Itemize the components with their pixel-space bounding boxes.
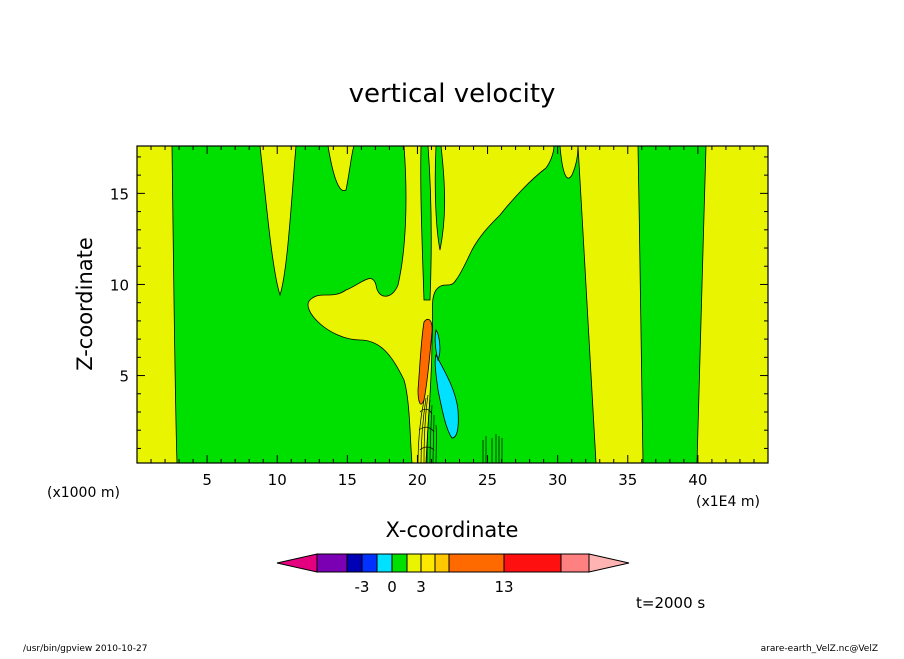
colorbar-swatch: [503, 553, 562, 573]
x-tick-label: 5: [202, 471, 212, 489]
colorbar-swatch: [560, 553, 590, 573]
footer-left: /usr/bin/gpview 2010-10-27: [23, 644, 147, 654]
colorbar-swatch: [434, 553, 450, 573]
colorbar-tick-label: 13: [494, 578, 513, 596]
chart-title: vertical velocity: [349, 79, 556, 109]
field-region-left-green: [171, 146, 413, 463]
x-tick-label: 30: [548, 471, 567, 489]
y-axis-ticks: 5 10 15: [110, 156, 768, 449]
colorbar-swatch: [376, 553, 393, 573]
colorbar-tick-label: 0: [387, 578, 397, 596]
colorbar-arrow-low: [276, 553, 318, 573]
x-tick-label: 15: [338, 471, 357, 489]
colorbar-swatch: [361, 553, 378, 573]
x-axis-label: X-coordinate: [386, 518, 519, 542]
field-region-green-streak-2: [434, 146, 446, 251]
footer-right: arare-earth_VelZ.nc@VelZ: [761, 644, 878, 654]
plot-area: [137, 146, 768, 463]
contour-cluster: [417, 394, 503, 463]
y-tick-label: 10: [110, 276, 129, 294]
field-region-cyan: [434, 353, 459, 439]
field-region-cyan-2: [434, 329, 441, 362]
x-unit-label: (x1000 m): [47, 485, 120, 501]
colorbar-tick-label: -3: [355, 578, 370, 596]
colorbar-swatch: [316, 553, 348, 573]
x-tick-label: 10: [268, 471, 287, 489]
x-tick-label: 40: [688, 471, 707, 489]
colorbar-swatch: [346, 553, 363, 573]
field-region-right-green: [637, 146, 707, 463]
y-tick-label: 5: [119, 368, 129, 386]
time-label: t=2000 s: [636, 594, 705, 612]
colorbar: -3 0 3 13: [276, 553, 630, 596]
colorbar-swatch: [420, 553, 436, 573]
colorbar-arrow-high: [588, 553, 630, 573]
x-tick-label: 20: [408, 471, 427, 489]
x-tick-label: 35: [618, 471, 637, 489]
field-region-middle-green: [425, 146, 597, 463]
colorbar-swatch: [391, 553, 408, 573]
x-note-label: (x1E4 m): [696, 494, 760, 510]
y-tick-label: 15: [110, 185, 129, 203]
colorbar-tick-label: 3: [416, 578, 426, 596]
x-tick-label: 25: [478, 471, 497, 489]
x-axis-ticks: 5 10 15 20 25 30 35 40: [150, 146, 755, 489]
field-region-green-streak: [420, 146, 432, 301]
colorbar-swatch: [448, 553, 505, 573]
colorbar-swatch: [406, 553, 422, 573]
plot-frame: [136, 145, 769, 464]
y-axis-label: Z-coordinate: [73, 237, 97, 371]
